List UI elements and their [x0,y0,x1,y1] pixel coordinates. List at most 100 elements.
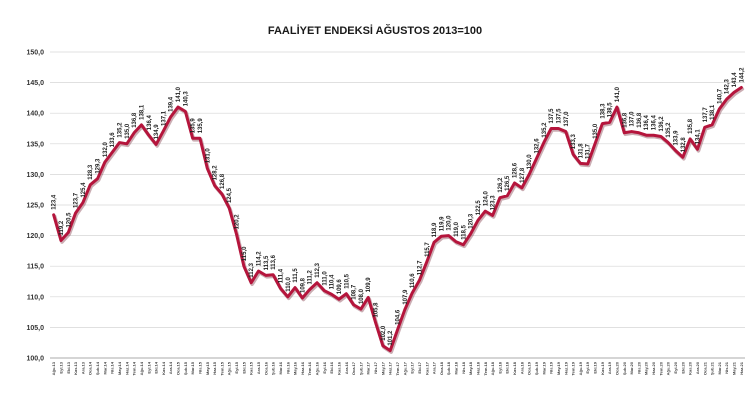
data-point [674,149,677,152]
data-label: 102,0 [381,325,387,341]
data-label: 131,7 [586,143,592,159]
x-tick-label: Ara.14 [168,361,173,374]
data-label: 112,3 [315,262,321,277]
x-tick-label: Ağu.17 [402,361,407,375]
x-tick-label: Haz.16 [300,361,305,374]
data-label: 120,2 [235,214,241,230]
x-tick-label: Eyl.14 [146,361,151,373]
data-label: 123,4 [52,194,58,210]
x-tick-label: Ara.17 [432,361,437,374]
x-tick-label: Ağu.18 [490,361,495,375]
data-label: 131,0 [205,148,211,164]
data-point [125,142,128,145]
data-label: 135,2 [118,122,124,138]
data-label: 114,2 [257,251,263,266]
x-tick-label: May.21 [732,361,737,375]
data-label: 112,3 [249,262,255,277]
data-point [60,239,62,242]
data-point [111,151,114,154]
x-tick-label: Eyl.17 [410,361,415,373]
data-point [228,207,231,209]
x-tick-label: Nis.21 [724,361,729,374]
data-label: 134,9 [154,124,160,140]
data-points [52,86,743,352]
x-tick-label: May.18 [468,361,473,375]
x-tick-label: Oca.15 [176,361,181,375]
x-tick-label: May.17 [380,361,385,375]
data-label: 136,4 [652,115,658,131]
x-tick-label: Tem.16 [307,361,312,375]
data-label: 136,8 [622,112,628,128]
y-tick-label: 140,0 [26,111,44,118]
data-point [89,183,92,186]
data-label: 138,1 [139,104,145,120]
x-tick-label: May.16 [293,361,298,375]
data-label: 134,1 [695,129,701,145]
x-tick-label: Mar.17 [366,361,371,374]
data-label: 113,6 [271,254,277,269]
data-point [191,137,194,140]
data-label: 110,4 [330,274,336,289]
data-label: 118,5 [461,224,467,239]
x-tick-label: May.14 [117,361,122,375]
data-label: 120,5 [66,212,72,228]
data-point [718,108,721,110]
data-label: 140,3 [183,91,189,107]
data-label: 128,2 [213,165,219,181]
x-tick-label: Oca.18 [439,361,444,375]
data-point [652,134,655,137]
data-point [462,243,465,246]
data-label: 141,0 [176,86,182,102]
data-point [506,194,509,197]
x-tick-label: Ara.15 [256,361,261,374]
data-label: 129,3 [96,158,102,174]
x-tick-label: Şub.17 [358,361,363,375]
data-label: 126,5 [505,175,511,191]
data-point [594,142,596,145]
data-label: 137,1 [161,110,167,126]
data-label: 122,5 [476,200,482,216]
x-tick-label: Ara.20 [695,361,700,374]
y-tick-label: 130,0 [26,172,44,179]
data-point [264,274,267,277]
x-tick-label: Haz.18 [475,361,480,374]
data-label: 131,8 [578,143,584,159]
data-label: 133,6 [110,132,116,148]
data-label: 109,6 [337,279,343,295]
x-tick-label: Kas.15 [249,361,254,375]
x-tick-label: Haz.17 [388,361,393,374]
x-tick-label: Oca.20 [614,361,619,375]
x-tick-label: Ağu.13 [51,361,56,375]
data-point [103,161,106,164]
data-point [564,130,567,133]
data-label: 123,3 [491,195,497,211]
data-label: 136,4 [147,115,153,131]
data-label: 113,5 [264,255,270,270]
data-label: 124,0 [483,190,489,206]
data-point [338,298,340,301]
data-point [52,213,55,216]
data-label: 110,0 [286,276,292,291]
data-point [638,131,640,134]
x-tick-label: Eki.13 [66,361,71,373]
data-label: 115,7 [425,242,431,257]
data-label: 132,6 [535,138,541,154]
y-tick-label: 120,0 [26,233,44,240]
data-point [579,162,582,165]
data-label: 125,4 [81,182,87,198]
data-label: 109,8 [300,277,306,293]
x-tick-label: Mar.21 [717,361,722,374]
x-tick-label: Kas.18 [512,361,517,375]
data-point [469,232,472,235]
data-point [733,91,735,94]
x-tick-label: Eki.15 [241,361,246,373]
x-tick-label: Oca.17 [351,361,356,375]
data-point [711,123,713,126]
x-tick-label: Ara.13 [80,361,85,374]
x-tick-label: May.15 [205,361,210,375]
y-tick-label: 110,0 [27,294,44,301]
data-point [177,106,179,108]
data-point [235,233,238,236]
x-tick-label: Nis.19 [549,361,554,374]
